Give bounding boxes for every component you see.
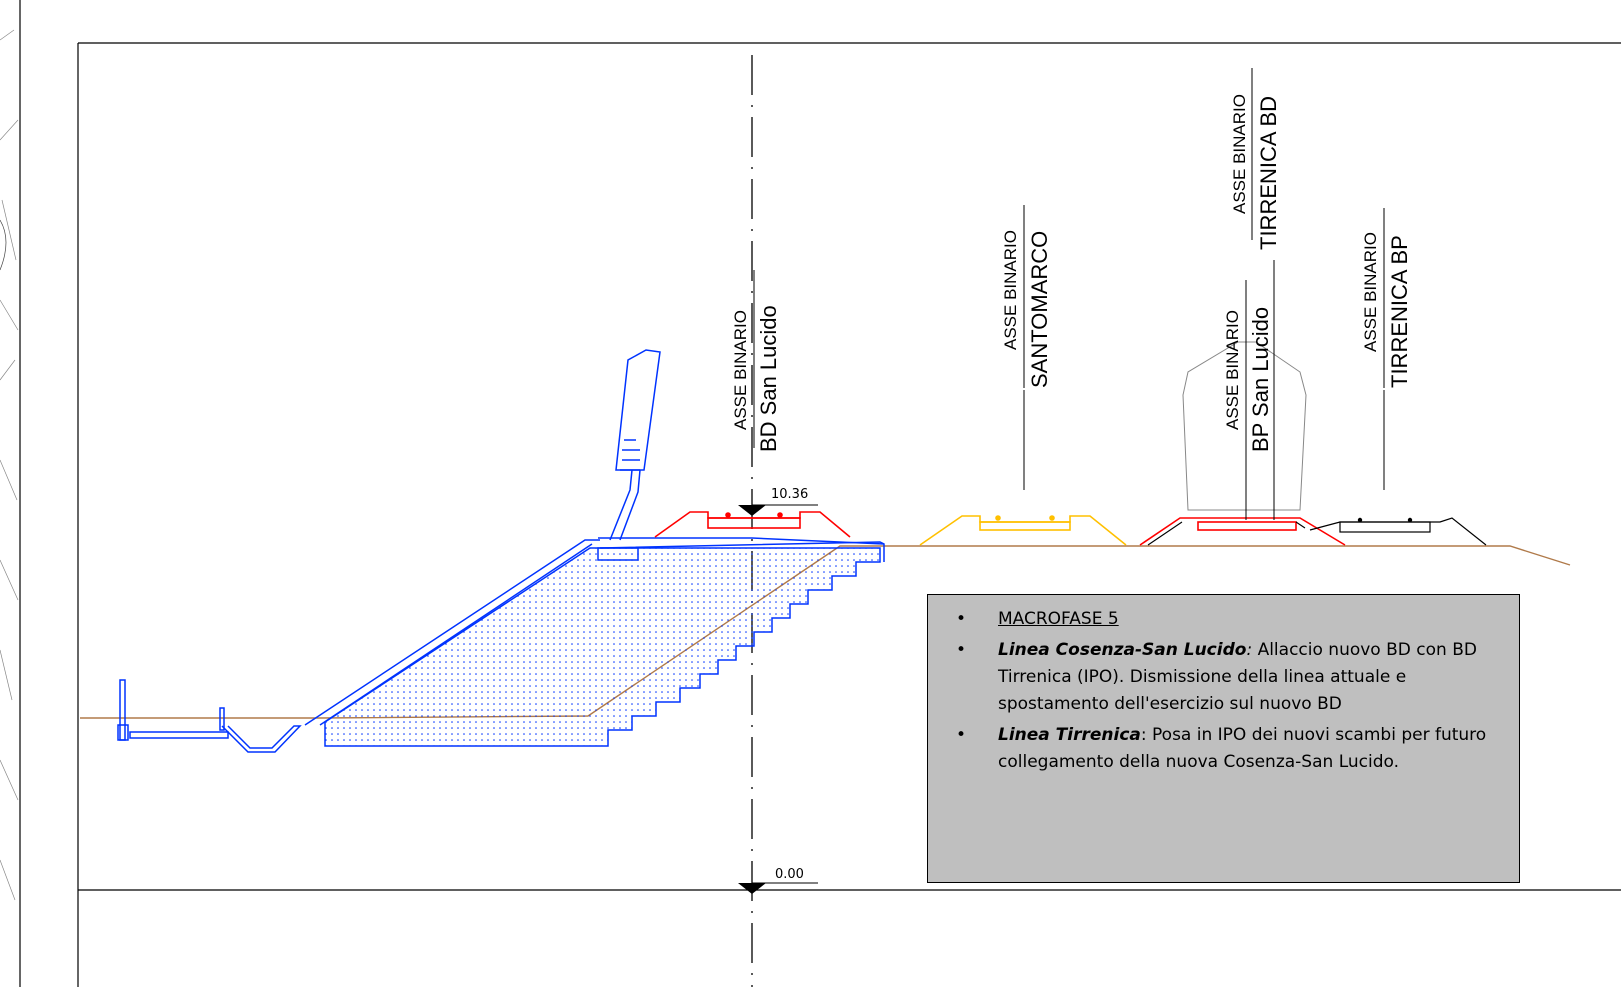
ballast-bd-san-lucido <box>654 511 851 538</box>
axis-leader-lines <box>1023 260 1385 520</box>
svg-text:SANTOMARCO: SANTOMARCO <box>1027 231 1052 388</box>
svg-text:ASSE BINARIO: ASSE BINARIO <box>1223 310 1242 430</box>
note-item1-text: Allaccio nuovo BD con BD Tirrenica (IPO)… <box>998 640 1477 714</box>
train-gauge-outline <box>1182 341 1307 511</box>
phase-note-box: MACROFASE 5 Linea Cosenza-San Lucido: Al… <box>927 594 1520 883</box>
elevation-bottom-label: 0.00 <box>775 867 804 882</box>
axis-label-tirrenica-bp: ASSE BINARIO TIRRENICA BP <box>1361 208 1412 388</box>
note-item2-sep: : <box>1140 725 1147 745</box>
note-item2-text: Posa in IPO dei nuovi scambi per futuro … <box>998 725 1487 772</box>
note-item2-title: Linea Tirrenica <box>998 725 1141 745</box>
elevation-marker-top: 10.36 <box>738 487 818 516</box>
svg-text:TIRRENICA BD: TIRRENICA BD <box>1256 96 1281 250</box>
phase-title: MACROFASE 5 <box>998 609 1119 629</box>
note-item-cosenza: Linea Cosenza-San Lucido: Allaccio nuovo… <box>956 637 1501 718</box>
axis-label-tirrenica-bd: ASSE BINARIO TIRRENICA BD <box>1230 68 1281 250</box>
svg-text:ASSE BINARIO: ASSE BINARIO <box>1001 230 1020 350</box>
svg-text:BD San Lucido: BD San Lucido <box>756 305 781 452</box>
svg-text:ASSE BINARIO: ASSE BINARIO <box>1230 94 1249 214</box>
ballast-santomarco <box>919 515 1127 546</box>
left-margin-map <box>0 0 21 987</box>
axis-label-bd-san-lucido: ASSE BINARIO BD San Lucido <box>731 270 781 452</box>
ballast-tirrenica-bp <box>1309 517 1487 546</box>
axis-label-bp-san-lucido: ASSE BINARIO BP San Lucido <box>1223 282 1273 452</box>
drawing-frame <box>77 42 1621 987</box>
phase-note-list: MACROFASE 5 Linea Cosenza-San Lucido: Al… <box>928 606 1519 776</box>
note-item1-sep: : <box>1246 640 1253 660</box>
ballast-tirrenica-bd <box>1139 517 1346 546</box>
note-item-phase: MACROFASE 5 <box>956 606 1501 633</box>
embankment-structure <box>117 349 885 753</box>
svg-text:BP San Lucido: BP San Lucido <box>1248 307 1273 452</box>
svg-text:ASSE BINARIO: ASSE BINARIO <box>1361 232 1380 352</box>
elevation-top-label: 10.36 <box>771 487 808 502</box>
svg-text:TIRRENICA BP: TIRRENICA BP <box>1387 235 1412 388</box>
axis-label-santomarco: ASSE BINARIO SANTOMARCO <box>1001 205 1052 388</box>
note-item1-title: Linea Cosenza-San Lucido <box>998 640 1247 660</box>
elevation-marker-bottom: 0.00 <box>738 867 818 894</box>
note-item-tirrenica: Linea Tirrenica: Posa in IPO dei nuovi s… <box>956 722 1501 776</box>
ballast-tirrenica-bd-black <box>1147 521 1306 546</box>
svg-text:ASSE BINARIO: ASSE BINARIO <box>731 310 750 430</box>
